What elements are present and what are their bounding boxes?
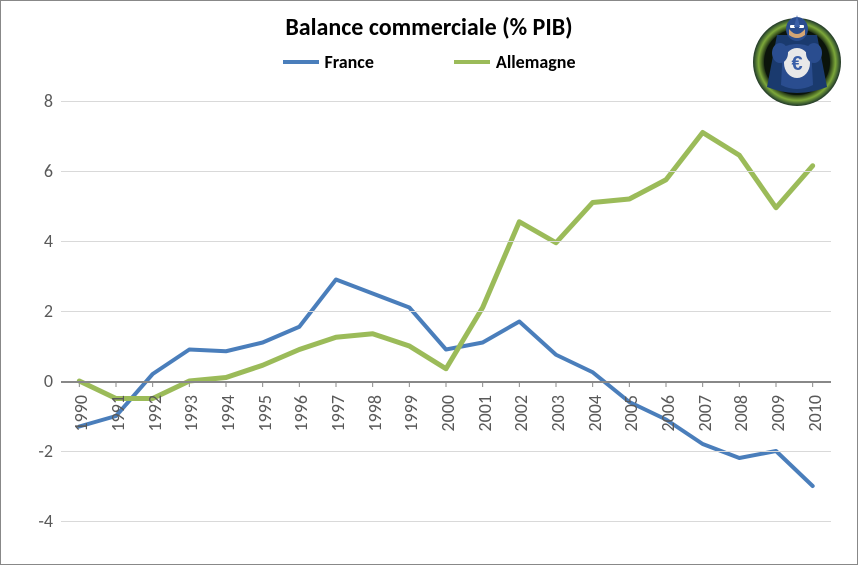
series-line-allemagne <box>79 133 812 399</box>
x-axis-label: 2001 <box>474 395 496 432</box>
gridline <box>61 241 831 242</box>
chart-container: Balance commerciale (% PIB) France Allem… <box>0 0 858 565</box>
gridline <box>61 521 831 522</box>
x-axis-label: 1991 <box>107 395 129 432</box>
x-axis-label: 1992 <box>144 395 166 432</box>
legend-label-allemagne: Allemagne <box>496 51 576 73</box>
gridline <box>61 381 831 383</box>
y-axis-label: 6 <box>44 160 53 182</box>
chart-title: Balance commerciale (% PIB) <box>1 13 857 42</box>
y-axis-label: 2 <box>44 300 53 322</box>
x-axis-label: 2004 <box>584 395 606 432</box>
legend-swatch-france <box>283 60 319 64</box>
x-axis-label: 2000 <box>437 395 459 432</box>
x-axis-label: 1990 <box>70 395 92 432</box>
x-axis-label: 2010 <box>804 395 826 432</box>
svg-text:€: € <box>791 53 802 75</box>
x-axis-label: 2003 <box>547 395 569 432</box>
y-axis-label: 4 <box>44 230 53 252</box>
plot-area: -4-2024681990199119921993199419951996199… <box>61 101 831 521</box>
x-axis-label: 1998 <box>364 395 386 432</box>
x-axis-label: 1997 <box>327 395 349 432</box>
legend-item-france: France <box>283 51 374 73</box>
gridline <box>61 171 831 172</box>
x-axis-label: 1999 <box>400 395 422 432</box>
y-axis-label: 0 <box>44 370 53 392</box>
legend-label-france: France <box>325 51 374 73</box>
x-axis-label: 2009 <box>767 395 789 432</box>
x-axis-label: 1993 <box>180 395 202 432</box>
x-axis-label: 1994 <box>217 395 239 432</box>
y-axis-label: -4 <box>38 510 53 532</box>
x-axis-label: 1996 <box>290 395 312 432</box>
y-axis-label: -2 <box>38 440 53 462</box>
gridline <box>61 311 831 312</box>
hero-badge-icon: € <box>747 7 847 107</box>
x-axis-label: 1995 <box>254 395 276 432</box>
x-axis-label: 2007 <box>694 395 716 432</box>
legend-item-allemagne: Allemagne <box>454 51 576 73</box>
legend: France Allemagne <box>1 51 857 73</box>
x-axis-label: 2005 <box>620 395 642 432</box>
x-axis-label: 2008 <box>730 395 752 432</box>
x-axis-label: 2006 <box>657 395 679 432</box>
gridline <box>61 101 831 102</box>
gridline <box>61 451 831 452</box>
x-axis-label: 2002 <box>510 395 532 432</box>
legend-swatch-allemagne <box>454 60 490 64</box>
y-axis-label: 8 <box>44 90 53 112</box>
